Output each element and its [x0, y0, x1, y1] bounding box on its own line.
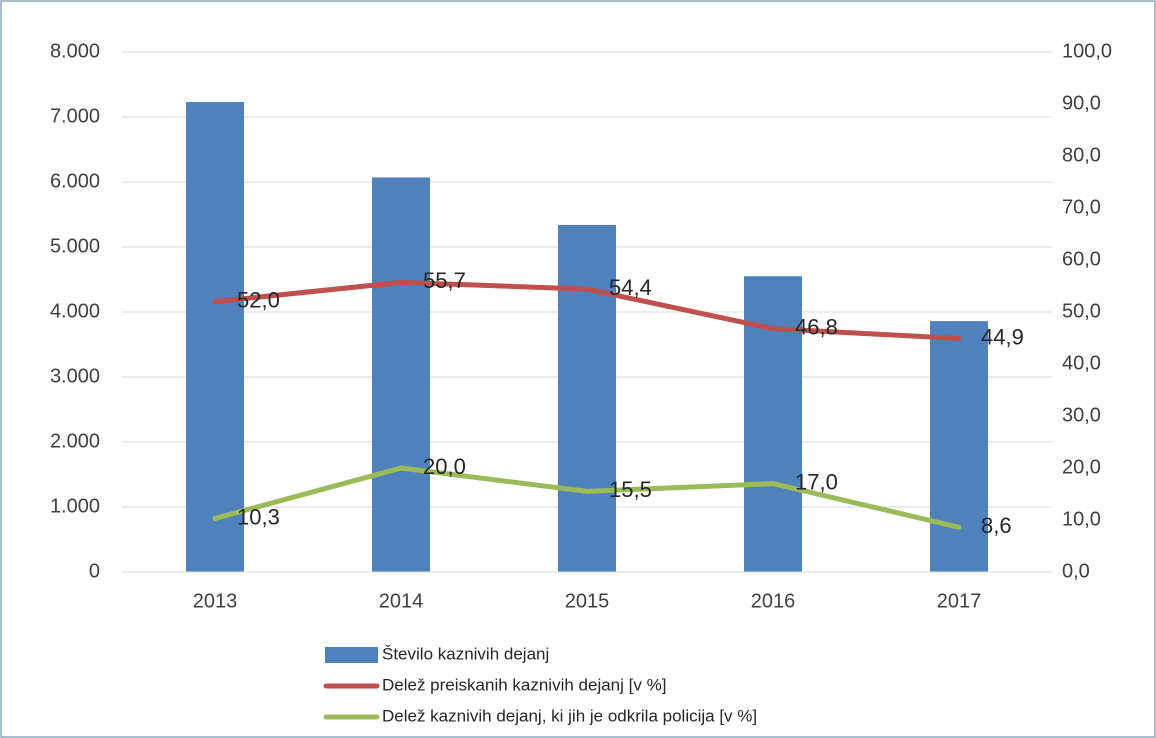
- line: [212, 279, 962, 342]
- data-label: 54,4: [609, 275, 652, 300]
- y2-tick-label: 60,0: [1062, 248, 1101, 270]
- bar: [744, 276, 802, 572]
- y-tick-label: 4.000: [50, 300, 100, 322]
- y2-tick-label: 50,0: [1062, 300, 1101, 322]
- bar: [930, 321, 988, 572]
- legend-label: Delež preiskanih kaznivih dejanj [v %]: [382, 675, 666, 694]
- data-label: 10,3: [237, 504, 280, 529]
- y-tick-label: 0: [89, 560, 100, 582]
- data-label: 55,7: [423, 268, 466, 293]
- y2-tick-label: 10,0: [1062, 508, 1101, 530]
- y-tick-label: 7.000: [50, 105, 100, 127]
- bar: [186, 102, 244, 573]
- data-label: 44,9: [981, 324, 1024, 349]
- y-tick-label: 1.000: [50, 495, 100, 517]
- x-tick-label: 2015: [565, 590, 610, 612]
- x-tick-label: 2014: [379, 590, 424, 612]
- y2-tick-label: 70,0: [1062, 196, 1101, 218]
- y2-tick-label: 80,0: [1062, 144, 1101, 166]
- y2-tick-label: 40,0: [1062, 352, 1101, 374]
- y2-tick-label: 20,0: [1062, 456, 1101, 478]
- legend-swatch: [325, 647, 378, 663]
- y2-tick-label: 0,0: [1062, 560, 1090, 582]
- legend-label: Delež kaznivih dejanj, ki jih je odkrila…: [382, 706, 757, 725]
- y-tick-label: 3.000: [50, 365, 100, 387]
- legend-label: Število kaznivih dejanj: [382, 644, 549, 663]
- data-label: 17,0: [795, 469, 838, 494]
- y-tick-label: 2.000: [50, 430, 100, 452]
- bar: [558, 224, 616, 572]
- x-tick-label: 2017: [937, 590, 982, 612]
- data-label: 20,0: [423, 454, 466, 479]
- data-label: 46,8: [795, 314, 838, 339]
- y-tick-label: 6.000: [50, 170, 100, 192]
- data-label: 52,0: [237, 287, 280, 312]
- x-tick-label: 2013: [193, 590, 238, 612]
- data-label: 8,6: [981, 513, 1012, 538]
- y2-tick-label: 30,0: [1062, 404, 1101, 426]
- y2-tick-label: 90,0: [1062, 92, 1101, 114]
- y-tick-label: 8.000: [50, 40, 100, 62]
- y-tick-label: 5.000: [50, 235, 100, 257]
- data-label: 15,5: [609, 477, 652, 502]
- y2-tick-label: 100,0: [1062, 40, 1112, 62]
- line: [212, 465, 962, 530]
- bar: [372, 177, 430, 572]
- x-tick-label: 2016: [751, 590, 796, 612]
